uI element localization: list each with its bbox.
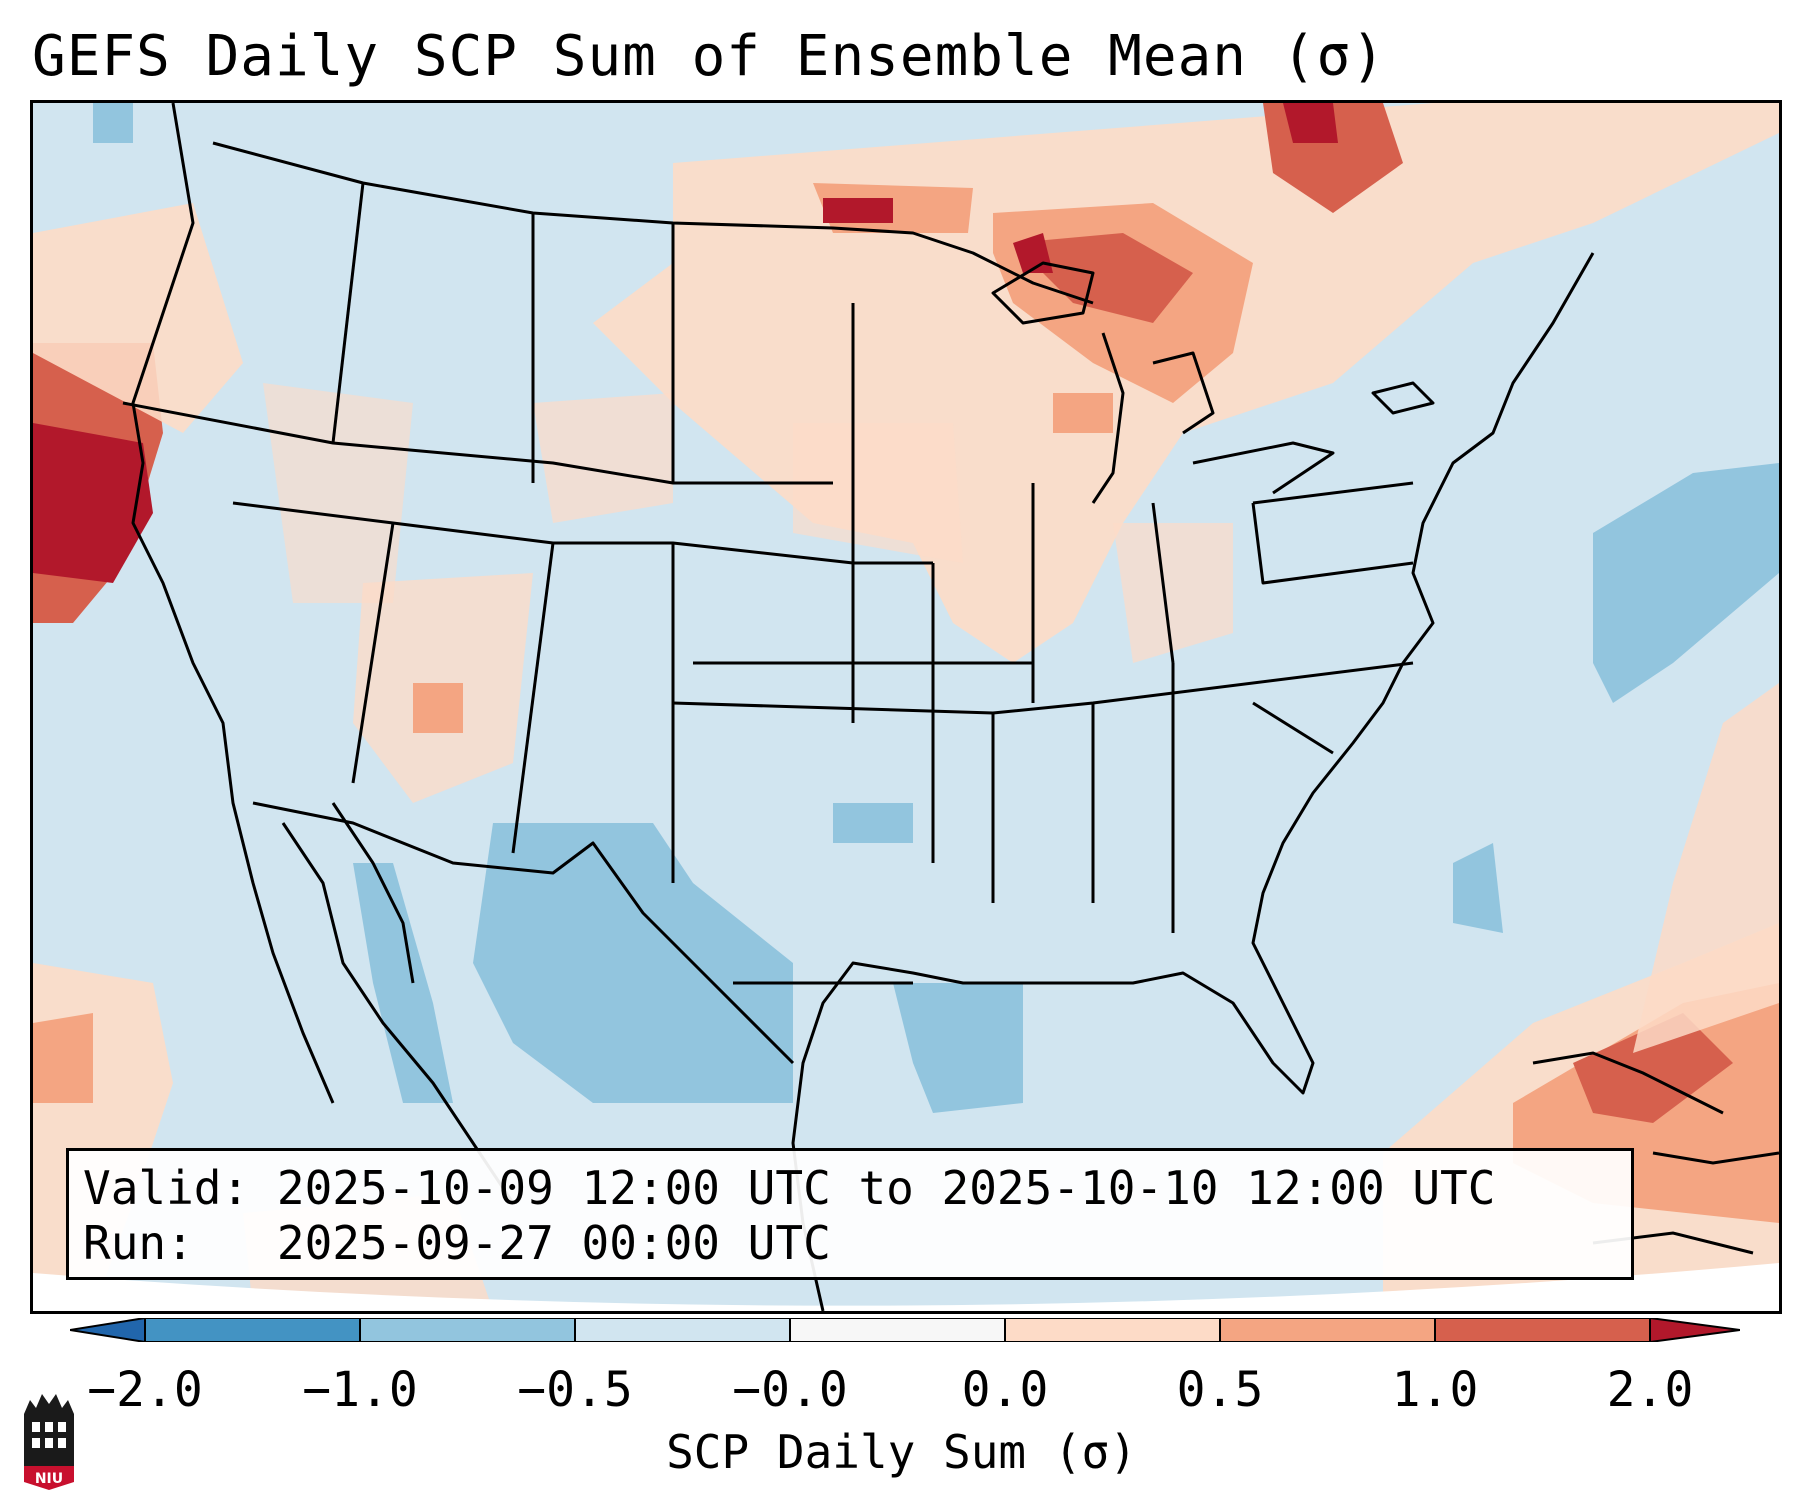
valid-value: 2025-10-09 12:00 UTC to 2025-10-10 12:00… <box>276 1161 1496 1215</box>
colorbar-tick-label: 0.5 <box>1176 1362 1264 1418</box>
map-panel[interactable] <box>30 100 1782 1314</box>
positive-anomaly-regions <box>33 103 1779 1311</box>
colorbar-tick-label: −0.5 <box>517 1362 633 1418</box>
east-coastline <box>1073 252 1595 1095</box>
run-label: Run: <box>83 1216 194 1270</box>
colorbar-bin <box>1220 1318 1435 1342</box>
lake-michigan <box>1091 332 1125 504</box>
valid-row: Valid: 2025-10-09 12:00 UTC to 2025-10-1… <box>83 1161 1617 1216</box>
lake-ontario <box>1371 381 1435 415</box>
colorbar-extend-low <box>70 1318 146 1342</box>
niu-logo-icon: NIU <box>24 1394 74 1490</box>
run-value: 2025-09-27 00:00 UTC <box>276 1216 831 1270</box>
lake-huron <box>1152 351 1215 435</box>
colorbar-bin <box>1005 1318 1220 1342</box>
lake-erie <box>1192 441 1335 495</box>
colorbar <box>70 1318 1740 1342</box>
valid-label: Valid: <box>83 1161 250 1215</box>
canada-border <box>212 141 1094 305</box>
colorbar-tick-label: −2.0 <box>87 1362 203 1418</box>
run-row: Run: 2025-09-27 00:00 UTC <box>83 1216 1617 1271</box>
colorbar-bin <box>145 1318 360 1342</box>
colorbar-bin <box>575 1318 790 1342</box>
colorbar-tick-label: 1.0 <box>1391 1362 1479 1418</box>
colorbar-tick-label: 2.0 <box>1606 1362 1694 1418</box>
mexico-border <box>252 801 795 1065</box>
domain-edge <box>33 1263 1779 1311</box>
colorbar-tick-label: −1.0 <box>302 1362 418 1418</box>
map-title: GEFS Daily SCP Sum of Ensemble Mean (σ) <box>32 24 1386 89</box>
logo-text: NIU <box>35 1471 63 1487</box>
valid-run-info-box: Valid: 2025-10-09 12:00 UTC to 2025-10-1… <box>66 1148 1634 1280</box>
colorbar-tick-label: −0.0 <box>732 1362 848 1418</box>
lake-superior <box>991 261 1095 325</box>
map-canvas <box>33 103 1779 1311</box>
colorbar-bin <box>360 1318 575 1342</box>
colorbar-bin <box>1435 1318 1650 1342</box>
negative-anomaly-regions <box>93 103 1779 1113</box>
colorbar-bin <box>790 1318 1005 1342</box>
colorbar-extend-high <box>1649 1318 1740 1342</box>
pacific-coast-max <box>33 423 153 583</box>
colorbar-tick-label: 0.0 <box>961 1362 1049 1418</box>
west-coastline <box>131 103 335 1104</box>
colorbar-label: SCP Daily Sum (σ) <box>666 1425 1137 1479</box>
